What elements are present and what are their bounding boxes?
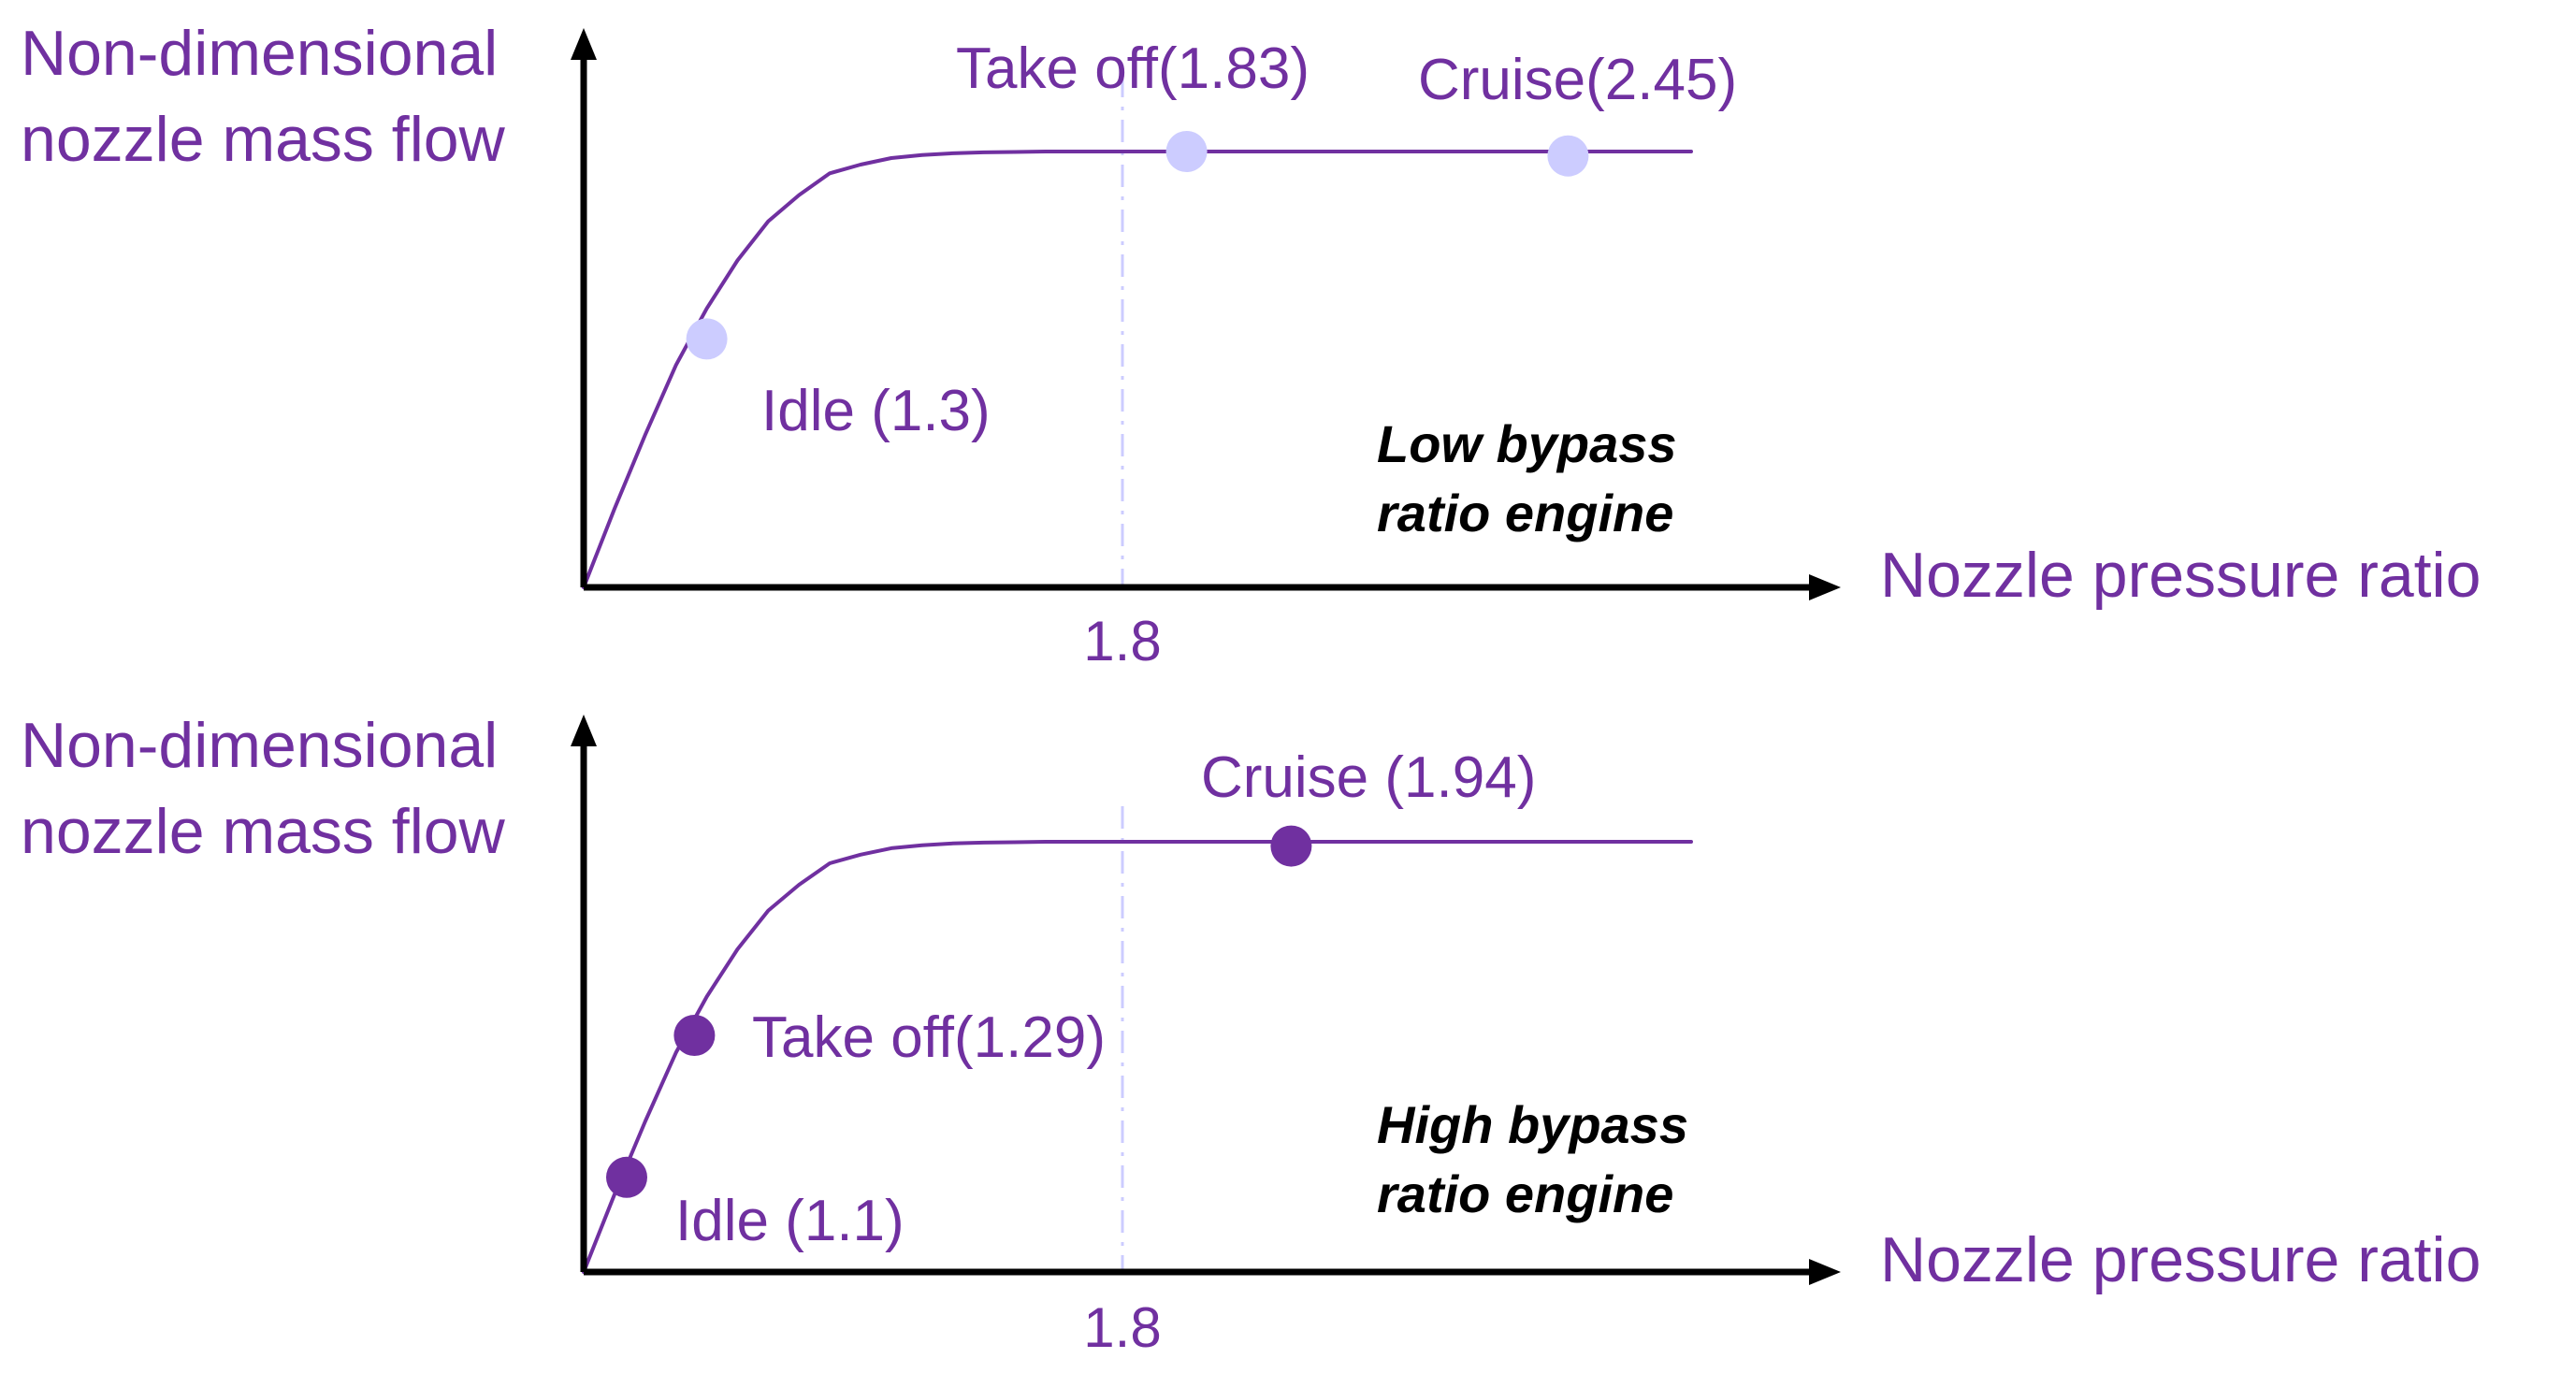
- chart-low-bypass-plot: [571, 28, 1841, 600]
- high-bypass-ylabel-line2: nozzle mass flow: [21, 796, 506, 867]
- low-bypass-point-takeoff: [1165, 131, 1208, 172]
- low-bypass-point-idle: [686, 318, 728, 360]
- high-bypass-ylabel-line1: Non-dimensional: [21, 710, 498, 781]
- high-bypass-point-label-cruise: Cruise (1.94): [1201, 745, 1536, 810]
- high-bypass-x-axis-arrow: [1809, 1259, 1841, 1285]
- high-bypass-point-label-takeoff: Take off(1.29): [752, 1005, 1106, 1070]
- chart-high-bypass: Non-dimensional nozzle mass flow Nozzle …: [21, 710, 2481, 1359]
- low-bypass-curve: [582, 150, 1693, 589]
- low-bypass-point-label-idle: Idle (1.3): [761, 379, 991, 443]
- high-bypass-x-tick-label: 1.8: [1083, 1296, 1161, 1359]
- high-bypass-xlabel: Nozzle pressure ratio: [1880, 1224, 2481, 1295]
- low-bypass-point-cruise: [1547, 135, 1589, 177]
- low-bypass-engine-label-line1: Low bypass: [1377, 414, 1677, 473]
- low-bypass-x-axis-arrow: [1809, 574, 1841, 600]
- high-bypass-point-cruise: [1270, 825, 1312, 867]
- high-bypass-point-idle: [606, 1156, 647, 1198]
- chart-low-bypass: Non-dimensional nozzle mass flow Nozzle …: [21, 18, 2481, 672]
- low-bypass-ylabel-line2: nozzle mass flow: [21, 104, 506, 175]
- high-bypass-y-axis-arrow: [571, 715, 597, 746]
- low-bypass-engine-label-line2: ratio engine: [1377, 484, 1673, 542]
- low-bypass-point-label-cruise: Cruise(2.45): [1418, 48, 1737, 112]
- low-bypass-xlabel: Nozzle pressure ratio: [1880, 540, 2481, 611]
- high-bypass-curve: [582, 840, 1693, 1274]
- low-bypass-x-tick-label: 1.8: [1083, 610, 1161, 672]
- high-bypass-engine-label-line2: ratio engine: [1377, 1164, 1673, 1223]
- low-bypass-ylabel-line1: Non-dimensional: [21, 18, 498, 89]
- low-bypass-y-axis-arrow: [571, 28, 597, 60]
- chart-high-bypass-plot: [571, 715, 1841, 1285]
- low-bypass-point-label-takeoff: Take off(1.83): [956, 36, 1310, 101]
- high-bypass-point-takeoff: [673, 1015, 716, 1056]
- high-bypass-engine-label-line1: High bypass: [1377, 1095, 1688, 1154]
- high-bypass-point-label-idle: Idle (1.1): [675, 1189, 904, 1253]
